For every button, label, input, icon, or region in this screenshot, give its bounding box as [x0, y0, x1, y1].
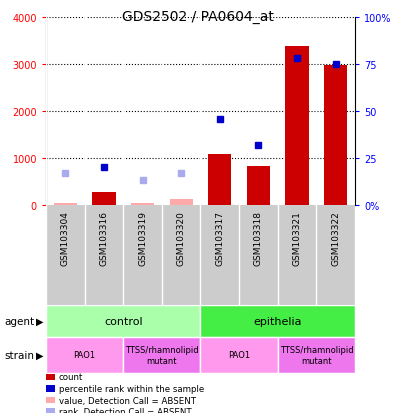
Bar: [169, 200, 193, 206]
Bar: [54, 203, 77, 206]
Text: GSM103304: GSM103304: [61, 211, 70, 265]
Text: TTSS/rhamnolipid
mutant: TTSS/rhamnolipid mutant: [125, 345, 199, 365]
Bar: [46, 305, 201, 337]
Bar: [278, 337, 355, 373]
Text: GSM103320: GSM103320: [177, 211, 186, 265]
Text: value, Detection Call = ABSENT: value, Detection Call = ABSENT: [58, 396, 196, 405]
Text: GSM103322: GSM103322: [331, 211, 340, 265]
Text: GDS2502 / PA0604_at: GDS2502 / PA0604_at: [122, 10, 273, 24]
Text: strain: strain: [4, 350, 34, 360]
Text: GSM103316: GSM103316: [100, 211, 109, 266]
Text: PAO1: PAO1: [228, 351, 250, 360]
Text: GSM103321: GSM103321: [293, 211, 301, 265]
Bar: [208, 155, 231, 206]
Text: ▶: ▶: [36, 350, 43, 360]
Text: TTSS/rhamnolipid
mutant: TTSS/rhamnolipid mutant: [280, 345, 353, 365]
Bar: [247, 167, 270, 206]
Text: GSM103319: GSM103319: [138, 211, 147, 266]
Bar: [286, 47, 308, 206]
Text: PAO1: PAO1: [73, 351, 96, 360]
Text: ▶: ▶: [36, 316, 43, 326]
Bar: [46, 337, 123, 373]
Text: epithelia: epithelia: [254, 316, 302, 326]
Text: GSM103318: GSM103318: [254, 211, 263, 266]
Bar: [131, 203, 154, 206]
Text: agent: agent: [4, 316, 34, 326]
Bar: [92, 192, 115, 206]
Bar: [201, 305, 355, 337]
Text: percentile rank within the sample: percentile rank within the sample: [58, 384, 204, 393]
Bar: [324, 66, 347, 206]
Text: rank, Detection Call = ABSENT: rank, Detection Call = ABSENT: [58, 407, 191, 413]
Text: control: control: [104, 316, 143, 326]
Bar: [123, 337, 201, 373]
Bar: [201, 337, 278, 373]
Text: GSM103317: GSM103317: [215, 211, 224, 266]
Text: count: count: [58, 373, 83, 382]
